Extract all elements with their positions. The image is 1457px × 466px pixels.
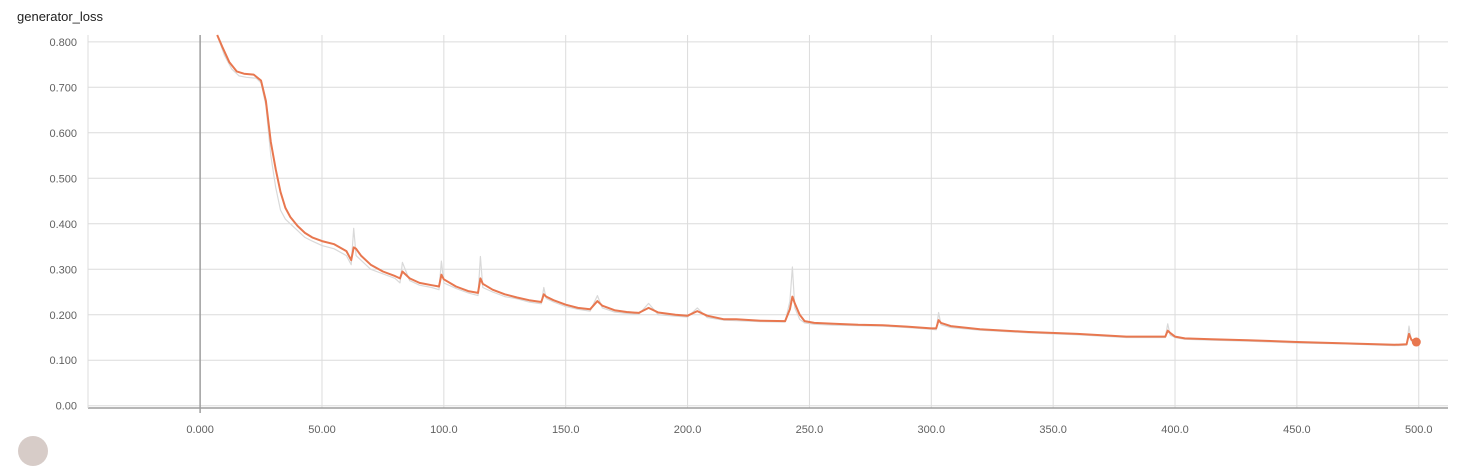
- x-tick-label: 450.0: [1283, 424, 1311, 436]
- x-tick-label: 300.0: [918, 424, 946, 436]
- x-tick-label: 150.0: [552, 424, 580, 436]
- y-tick-label: 0.700: [49, 82, 77, 94]
- y-axis-ticks: 0.00 0.100 0.200 0.300 0.400 0.500 0.600 0.700 0…: [49, 37, 77, 413]
- chart-title: generator_loss: [17, 9, 103, 24]
- y-tick-label: 0.00: [56, 401, 77, 413]
- y-tick-label: 0.500: [49, 173, 77, 185]
- x-tick-label: 500.0: [1405, 424, 1433, 436]
- x-tick-label: 350.0: [1039, 424, 1067, 436]
- y-tick-label: 0.600: [49, 128, 77, 140]
- x-tick-label: 50.00: [308, 424, 336, 436]
- avatar: [18, 436, 48, 466]
- y-tick-label: 0.800: [49, 37, 77, 49]
- last-point-marker: [1411, 337, 1421, 347]
- smoothed-series-line: [216, 34, 1417, 346]
- x-tick-label: 0.000: [186, 424, 214, 436]
- x-tick-label: 400.0: [1161, 424, 1189, 436]
- y-tick-label: 0.200: [49, 310, 77, 322]
- line-chart[interactable]: 0.00 0.100 0.200 0.300 0.400 0.500 0.600 0.700 0…: [0, 0, 1457, 443]
- x-tick-label: 250.0: [796, 424, 824, 436]
- y-tick-label: 0.100: [49, 355, 77, 367]
- y-tick-label: 0.400: [49, 219, 77, 231]
- x-tick-label: 200.0: [674, 424, 702, 436]
- axes: [87, 35, 1448, 413]
- x-axis-ticks: 0.000 50.00 100.0 150.0 200.0 250.0 300.0 350.0…: [186, 424, 1432, 436]
- x-tick-label: 100.0: [430, 424, 458, 436]
- raw-series-line: [216, 34, 1417, 347]
- grid-lines: [88, 35, 1448, 408]
- y-tick-label: 0.300: [49, 264, 77, 276]
- series-lines: [216, 34, 1421, 347]
